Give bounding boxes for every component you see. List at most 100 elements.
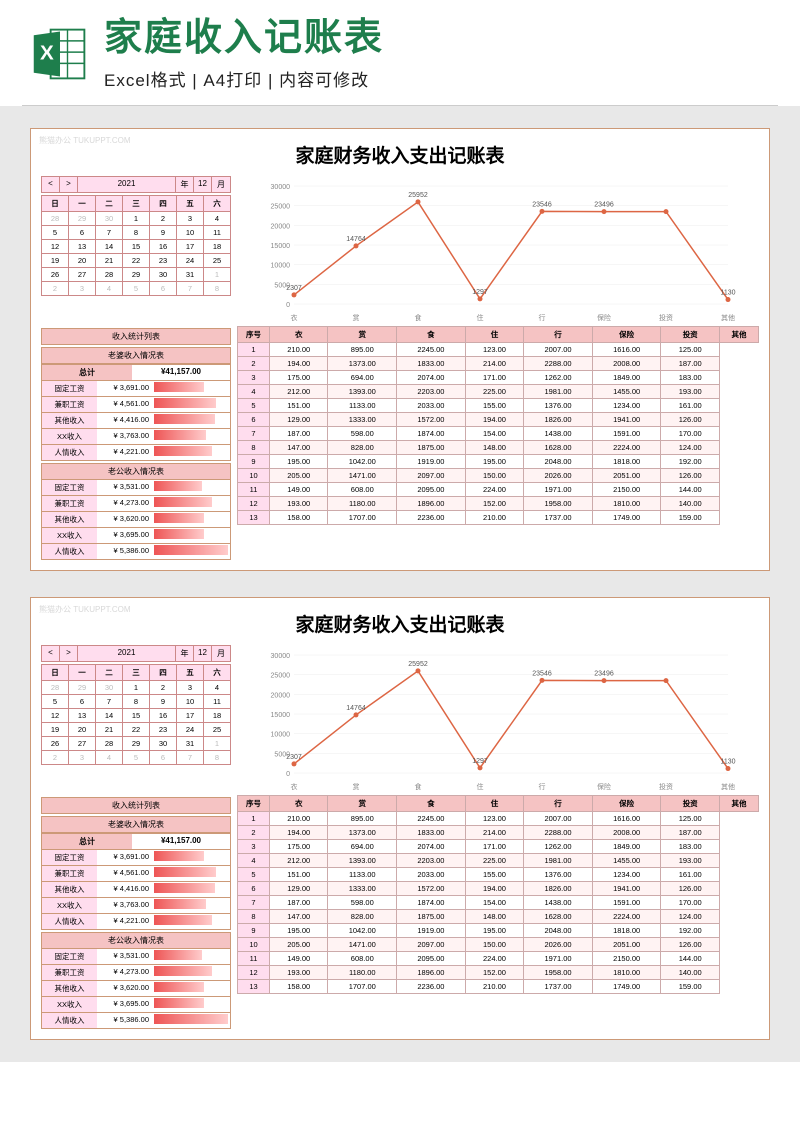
svg-text:2307: 2307 [286, 285, 302, 292]
income-row: 固定工资¥ 3,531.00 [41, 480, 231, 496]
col-header: 衣 [270, 326, 328, 342]
income-row: XX收入¥ 3,695.00 [41, 528, 231, 544]
income-row: 人情收入¥ 5,386.00 [41, 1013, 231, 1029]
table-row: 1210.00895.002245.00123.002007.001616.00… [238, 811, 759, 825]
col-header: 投资 [661, 795, 719, 811]
page-header: X 家庭收入记账表 Excel格式 | A4打印 | 内容可修改 [0, 0, 800, 105]
income-row: 人情收入¥ 4,221.00 [41, 914, 231, 930]
table-row: 7187.00598.001874.00154.001438.001591.00… [238, 895, 759, 909]
income-row: 其他收入¥ 3,620.00 [41, 981, 231, 997]
table-row: 3175.00694.002074.00171.001262.001849.00… [238, 839, 759, 853]
table-row: 5151.001133.002033.00155.001376.001234.0… [238, 398, 759, 412]
svg-text:10000: 10000 [271, 262, 291, 269]
calendar[interactable]: 日一二三四五六282930123456789101112131415161718… [41, 195, 231, 296]
col-header: 保险 [592, 795, 661, 811]
income-row: 兼职工资¥ 4,273.00 [41, 965, 231, 981]
income-row: 其他收入¥ 4,416.00 [41, 413, 231, 429]
col-header: 其他 [719, 795, 758, 811]
calendar-nav[interactable]: <>2021年12月 [41, 645, 231, 662]
svg-text:1297: 1297 [472, 289, 488, 296]
section-header: 收入统计列表 [41, 328, 231, 345]
sheet-title: 家庭财务收入支出记账表 [37, 135, 763, 176]
svg-text:行: 行 [539, 782, 546, 791]
table-row: 13158.001707.002236.00210.001737.001749.… [238, 979, 759, 993]
table-row: 5151.001133.002033.00155.001376.001234.0… [238, 867, 759, 881]
table-row: 12193.001180.001896.00152.001958.001810.… [238, 965, 759, 979]
svg-text:30000: 30000 [271, 184, 291, 191]
table-row: 10205.001471.002097.00150.002026.002051.… [238, 937, 759, 951]
table-row: 1210.00895.002245.00123.002007.001616.00… [238, 342, 759, 356]
table-row: 8147.00828.001875.00148.001628.002224.00… [238, 440, 759, 454]
col-header: 行 [524, 326, 593, 342]
header-subtitle: Excel格式 | A4打印 | 内容可修改 [104, 66, 770, 91]
col-header: 食 [397, 326, 466, 342]
svg-text:投资: 投资 [659, 782, 673, 791]
col-header: 其他 [719, 326, 758, 342]
section-header: 老婆收入情况表 [41, 347, 231, 364]
svg-text:14764: 14764 [346, 705, 366, 712]
svg-text:25000: 25000 [271, 203, 291, 210]
svg-text:15000: 15000 [271, 712, 291, 719]
col-header: 赏 [328, 326, 397, 342]
svg-text:23496: 23496 [594, 201, 614, 208]
income-row: 人情收入¥ 5,386.00 [41, 544, 231, 560]
section-header: 老婆收入情况表 [41, 816, 231, 833]
col-header: 保险 [592, 326, 661, 342]
svg-text:15000: 15000 [271, 243, 291, 250]
table-row: 3175.00694.002074.00171.001262.001849.00… [238, 370, 759, 384]
svg-text:其他: 其他 [721, 313, 735, 322]
sheet-title: 家庭财务收入支出记账表 [37, 604, 763, 645]
table-row: 4212.001393.002203.00225.001981.001455.0… [238, 853, 759, 867]
header-text: 家庭收入记账表 Excel格式 | A4打印 | 内容可修改 [104, 18, 770, 91]
col-header: 序号 [238, 795, 270, 811]
svg-text:住: 住 [477, 782, 484, 791]
table-row: 9195.001042.001919.00195.002048.001818.0… [238, 454, 759, 468]
svg-text:14764: 14764 [346, 236, 366, 243]
total-label: 总计 [42, 365, 132, 380]
income-row: XX收入¥ 3,763.00 [41, 429, 231, 445]
svg-text:20000: 20000 [271, 692, 291, 699]
table-row: 6129.001333.001572.00194.001826.001941.0… [238, 412, 759, 426]
income-row: 兼职工资¥ 4,273.00 [41, 496, 231, 512]
svg-text:23496: 23496 [594, 670, 614, 677]
income-row: 兼职工资¥ 4,561.00 [41, 397, 231, 413]
svg-text:0: 0 [286, 771, 290, 778]
svg-text:25000: 25000 [271, 672, 291, 679]
worksheet-preview: 熊猫办公 TUKUPPT.COM家庭财务收入支出记账表<>2021年12月日一二… [30, 597, 770, 1040]
svg-text:20000: 20000 [271, 223, 291, 230]
table-row: 8147.00828.001875.00148.001628.002224.00… [238, 909, 759, 923]
calendar[interactable]: 日一二三四五六282930123456789101112131415161718… [41, 664, 231, 765]
svg-text:25952: 25952 [408, 192, 428, 199]
section-header: 老公收入情况表 [41, 932, 231, 949]
table-row: 11149.00608.002095.00224.001971.002150.0… [238, 951, 759, 965]
calendar-nav[interactable]: <>2021年12月 [41, 176, 231, 193]
line-chart: 0500010000150002000025000300002307147642… [237, 176, 759, 326]
table-row: 4212.001393.002203.00225.001981.001455.0… [238, 384, 759, 398]
table-row: 13158.001707.002236.00210.001737.001749.… [238, 510, 759, 524]
col-header: 行 [524, 795, 593, 811]
svg-text:赏: 赏 [353, 782, 360, 791]
svg-text:保险: 保险 [597, 782, 611, 791]
total-value: ¥41,157.00 [132, 834, 230, 849]
svg-text:住: 住 [477, 313, 484, 322]
section-header: 收入统计列表 [41, 797, 231, 814]
table-row: 6129.001333.001572.00194.001826.001941.0… [238, 881, 759, 895]
income-row: 人情收入¥ 4,221.00 [41, 445, 231, 461]
svg-text:其他: 其他 [721, 782, 735, 791]
income-row: 其他收入¥ 4,416.00 [41, 882, 231, 898]
preview-area: 熊猫办公 TUKUPPT.COM家庭财务收入支出记账表<>2021年12月日一二… [0, 106, 800, 1062]
svg-text:行: 行 [539, 313, 546, 322]
income-row: XX收入¥ 3,695.00 [41, 997, 231, 1013]
svg-text:食: 食 [415, 782, 422, 791]
col-header: 投资 [661, 326, 719, 342]
excel-icon: X [30, 24, 90, 84]
table-row: 12193.001180.001896.00152.001958.001810.… [238, 496, 759, 510]
expense-table: 序号衣赏食住行保险投资其他1210.00895.002245.00123.002… [237, 326, 759, 525]
income-row: 其他收入¥ 3,620.00 [41, 512, 231, 528]
table-row: 11149.00608.002095.00224.001971.002150.0… [238, 482, 759, 496]
table-row: 7187.00598.001874.00154.001438.001591.00… [238, 426, 759, 440]
svg-text:食: 食 [415, 313, 422, 322]
expense-table: 序号衣赏食住行保险投资其他1210.00895.002245.00123.002… [237, 795, 759, 994]
svg-text:2307: 2307 [286, 754, 302, 761]
svg-text:保险: 保险 [597, 313, 611, 322]
